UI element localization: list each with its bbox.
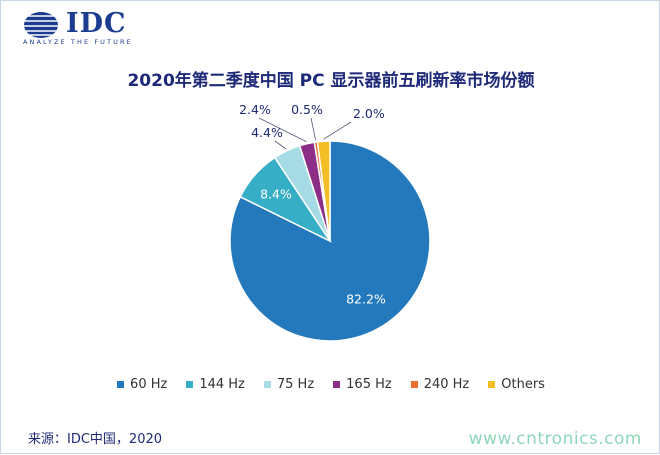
globe-icon: [24, 12, 58, 38]
legend-swatch: [186, 381, 194, 388]
chart-legend: 60 Hz 144 Hz 75 Hz 165 Hz 240 Hz Others: [1, 377, 660, 392]
legend-item: 165 Hz: [333, 377, 392, 392]
logo-wordmark: IDC: [66, 8, 127, 39]
leader-line: [323, 121, 352, 140]
leader-line: [274, 140, 287, 150]
legend-item: 60 Hz: [117, 377, 167, 392]
data-label: 8.4%: [260, 186, 292, 201]
leader-lines: [258, 117, 352, 150]
pie-slice-others: [316, 140, 331, 242]
legend-item: 240 Hz: [410, 377, 470, 392]
chart-title: 2020年第二季度中国 PC 显示器前五刷新率市场份额: [127, 71, 535, 91]
data-label: 4.4%: [251, 125, 283, 140]
legend-swatch: [333, 381, 341, 388]
data-labels: 82.2% 8.4% 4.4% 2.4% 0.5% 2.0%: [239, 102, 386, 307]
data-label: 2.4%: [239, 102, 271, 117]
legend-item: 144 Hz: [186, 377, 245, 392]
legend-label: 75 Hz: [276, 377, 315, 392]
data-label: 82.2%: [346, 292, 386, 307]
legend-swatch: [263, 381, 271, 388]
legend-label: Others: [501, 377, 545, 392]
legend-swatch: [488, 381, 496, 388]
watermark: www.cntronics.com: [468, 429, 642, 449]
pie-slices: [229, 140, 431, 342]
source-note: 来源：IDC中国，2020: [28, 432, 163, 447]
legend-item: 75 Hz: [263, 377, 315, 392]
data-label: 0.5%: [291, 102, 323, 117]
legend-label: 240 Hz: [423, 377, 470, 392]
idc-logo: IDC ANALYZE THE FUTURE: [23, 8, 143, 50]
legend-item: Others: [488, 377, 545, 392]
legend-swatch: [117, 381, 125, 388]
data-label: 2.0%: [353, 106, 385, 121]
logo-tagline: ANALYZE THE FUTURE: [23, 38, 133, 46]
legend-label: 144 Hz: [199, 377, 245, 392]
legend-label: 60 Hz: [130, 377, 168, 392]
leader-line: [310, 117, 317, 141]
legend-swatch: [410, 381, 418, 388]
leader-line: [258, 117, 307, 143]
legend-label: 165 Hz: [346, 377, 392, 392]
